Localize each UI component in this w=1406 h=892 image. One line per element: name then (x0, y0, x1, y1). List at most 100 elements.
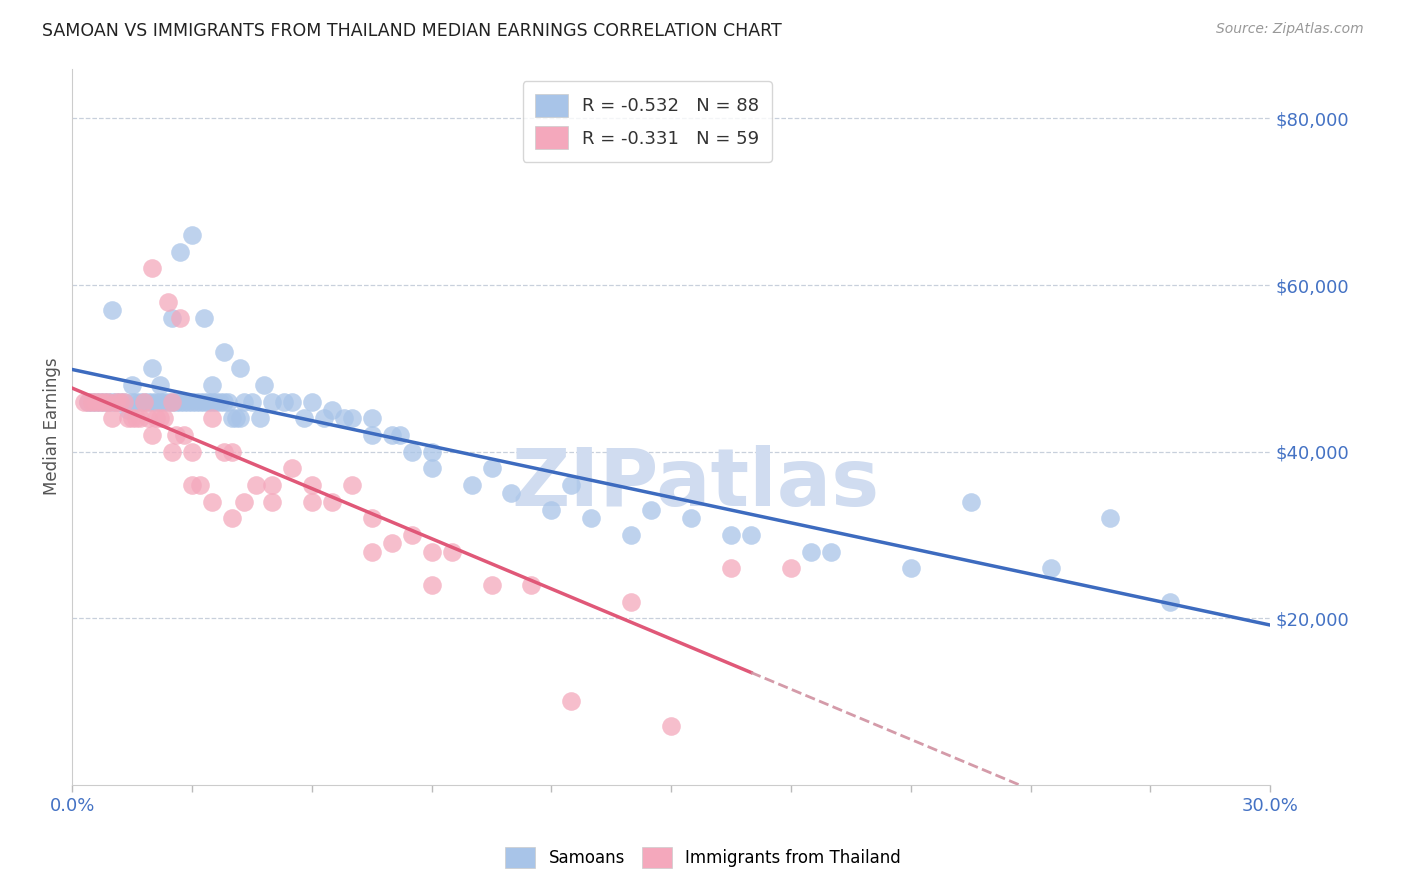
Point (77, 394, 100, 409)
Point (184, 394, 207, 409)
Point (221, 411, 243, 425)
Point (101, 303, 124, 318)
Point (149, 378, 172, 392)
Point (900, 561, 922, 575)
Point (620, 528, 643, 542)
Text: SAMOAN VS IMMIGRANTS FROM THAILAND MEDIAN EARNINGS CORRELATION CHART: SAMOAN VS IMMIGRANTS FROM THAILAND MEDIA… (42, 22, 782, 40)
Point (84, 394, 107, 409)
Point (97, 394, 120, 409)
Point (249, 411, 271, 425)
Point (93, 394, 115, 409)
Point (141, 428, 163, 442)
Point (105, 394, 128, 409)
Point (117, 411, 139, 425)
Point (360, 428, 382, 442)
Point (169, 244, 191, 259)
Point (420, 578, 443, 592)
Point (121, 378, 143, 392)
Point (301, 478, 323, 492)
Point (149, 411, 172, 425)
Point (193, 394, 215, 409)
Point (77, 394, 100, 409)
Point (245, 478, 267, 492)
Point (132, 394, 155, 409)
Point (820, 544, 842, 558)
Point (540, 503, 562, 517)
Point (93, 394, 115, 409)
Point (188, 478, 211, 492)
Text: ZIPatlas: ZIPatlas (510, 445, 879, 523)
Point (201, 411, 224, 425)
Point (165, 394, 187, 409)
Point (165, 428, 187, 442)
Point (141, 394, 163, 409)
Point (145, 394, 167, 409)
Point (640, 503, 662, 517)
Point (481, 461, 503, 475)
Point (89, 394, 111, 409)
Point (177, 394, 200, 409)
Point (136, 394, 159, 409)
Point (149, 394, 172, 409)
Point (401, 528, 423, 542)
Point (73, 394, 96, 409)
Point (108, 394, 131, 409)
Point (340, 411, 363, 425)
Point (301, 494, 323, 508)
Point (233, 394, 256, 409)
Point (221, 511, 243, 525)
Point (260, 394, 283, 409)
Point (800, 544, 823, 558)
Point (160, 394, 183, 409)
Legend: R = -0.532   N = 88, R = -0.331   N = 59: R = -0.532 N = 88, R = -0.331 N = 59 (523, 81, 772, 161)
Point (82, 394, 104, 409)
Point (360, 511, 382, 525)
Point (82, 394, 104, 409)
Point (212, 344, 235, 359)
Point (101, 411, 124, 425)
Point (181, 394, 204, 409)
Point (420, 544, 443, 558)
Point (501, 486, 523, 500)
Point (460, 478, 482, 492)
Point (560, 478, 582, 492)
Point (145, 411, 167, 425)
Point (260, 478, 283, 492)
Point (1039, 561, 1062, 575)
Point (240, 394, 263, 409)
Point (225, 411, 247, 425)
Point (160, 444, 183, 458)
Point (105, 394, 128, 409)
Point (321, 403, 343, 417)
Point (141, 361, 163, 376)
Point (153, 411, 176, 425)
Point (205, 394, 228, 409)
Point (181, 228, 204, 243)
Point (136, 411, 159, 425)
Point (229, 361, 252, 376)
Point (141, 261, 163, 276)
Point (388, 428, 411, 442)
Point (101, 394, 124, 409)
Point (520, 578, 543, 592)
Point (181, 444, 204, 458)
Point (620, 594, 643, 608)
Point (117, 403, 139, 417)
Point (153, 394, 176, 409)
Point (681, 511, 703, 525)
Point (212, 444, 235, 458)
Point (253, 378, 276, 392)
Point (340, 478, 363, 492)
Point (112, 394, 135, 409)
Point (360, 544, 382, 558)
Point (321, 494, 343, 508)
Point (301, 394, 323, 409)
Point (273, 394, 295, 409)
Point (959, 494, 981, 508)
Point (1099, 511, 1122, 525)
Point (208, 394, 231, 409)
Point (112, 394, 135, 409)
Point (125, 394, 148, 409)
Point (125, 411, 148, 425)
Point (720, 528, 742, 542)
